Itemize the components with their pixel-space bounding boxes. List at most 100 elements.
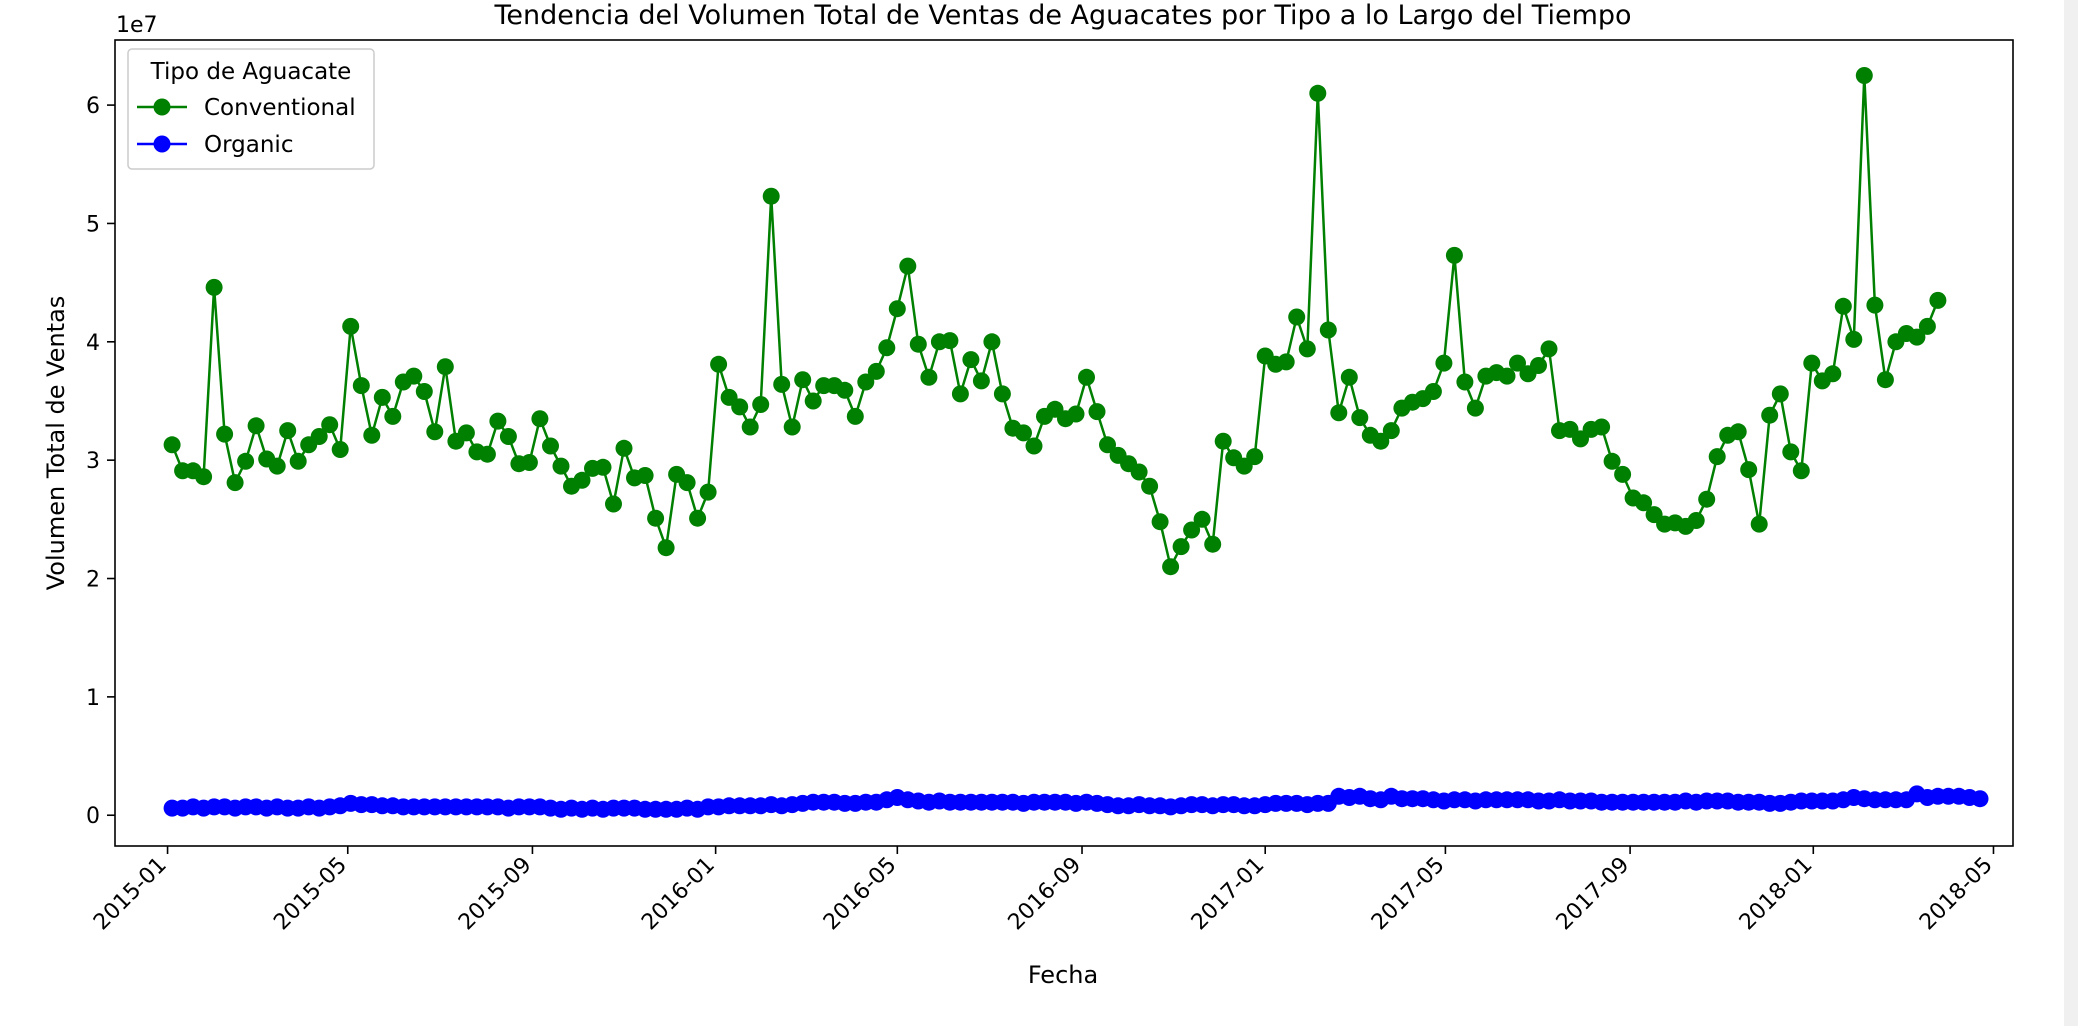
data-point-conventional xyxy=(163,436,181,454)
data-point-conventional xyxy=(1929,291,1947,309)
y-axis: 0 1 2 3 4 5 6 xyxy=(86,94,115,829)
data-point-conventional xyxy=(794,371,812,389)
data-point-conventional xyxy=(1834,297,1852,315)
data-point-conventional xyxy=(1435,354,1453,372)
legend-marker-conventional xyxy=(153,98,171,116)
data-point-conventional xyxy=(205,278,223,296)
data-point-conventional xyxy=(1509,354,1526,372)
data-point-conventional xyxy=(1698,490,1716,508)
data-point-conventional xyxy=(321,416,339,434)
data-point-conventional xyxy=(1918,317,1936,335)
data-point-conventional xyxy=(857,373,875,391)
data-point-conventional xyxy=(1309,84,1327,102)
data-point-conventional xyxy=(1466,399,1484,417)
data-point-conventional xyxy=(1162,558,1180,576)
data-point-conventional xyxy=(1445,246,1463,264)
data-point-conventional xyxy=(1151,513,1169,531)
x-tick-label: 2015-01 xyxy=(89,853,172,936)
data-point-conventional xyxy=(1193,510,1211,528)
data-point-conventional xyxy=(1803,354,1821,372)
y-tick-label: 5 xyxy=(86,212,100,237)
data-point-conventional xyxy=(195,468,213,486)
data-point-conventional xyxy=(1214,432,1232,450)
data-point-conventional xyxy=(699,483,717,501)
data-point-organic xyxy=(1971,790,1989,808)
data-point-conventional xyxy=(426,423,444,441)
data-point-conventional xyxy=(1025,437,1043,455)
x-tick-label: 2017-05 xyxy=(1367,853,1450,936)
data-point-conventional xyxy=(1687,512,1705,529)
data-point-conventional xyxy=(1204,535,1222,553)
data-point-conventional xyxy=(268,457,286,475)
data-point-conventional xyxy=(237,452,255,470)
data-point-conventional xyxy=(1424,383,1442,400)
data-point-conventional xyxy=(1183,521,1201,539)
data-point-conventional xyxy=(731,398,749,416)
data-point-conventional xyxy=(773,375,791,393)
data-point-conventional xyxy=(415,383,433,400)
legend-label-organic: Organic xyxy=(204,132,293,158)
data-point-conventional xyxy=(615,439,633,457)
y-tick-label: 3 xyxy=(86,449,100,474)
data-point-conventional xyxy=(752,396,770,413)
data-point-conventional xyxy=(1340,368,1358,386)
data-point-conventional xyxy=(1855,67,1873,84)
legend-title: Tipo de Aguacate xyxy=(150,59,352,85)
x-tick-label: 2016-05 xyxy=(819,853,902,936)
data-point-conventional xyxy=(836,381,854,399)
data-point-conventional xyxy=(783,418,801,436)
series-conventional xyxy=(163,67,1947,576)
series-line-conventional xyxy=(170,74,1940,568)
data-point-conventional xyxy=(1498,367,1516,385)
data-point-conventional xyxy=(1792,462,1810,480)
data-point-conventional xyxy=(1088,403,1106,421)
data-point-conventional xyxy=(741,418,759,436)
data-point-conventional xyxy=(1319,321,1337,339)
data-point-conventional xyxy=(289,452,307,470)
data-point-conventional xyxy=(342,317,360,335)
data-point-conventional xyxy=(405,367,423,385)
data-point-conventional xyxy=(1372,432,1390,450)
data-point-conventional xyxy=(1067,405,1085,423)
data-point-conventional xyxy=(605,495,622,513)
data-point-conventional xyxy=(657,539,675,557)
data-point-conventional xyxy=(1141,477,1159,495)
data-point-conventional xyxy=(962,351,980,369)
data-point-conventional xyxy=(1288,308,1306,326)
data-point-conventional xyxy=(951,385,969,403)
x-tick-label: 2017-01 xyxy=(1187,853,1270,936)
legend: Tipo de Aguacate Conventional Organic xyxy=(127,48,375,170)
data-point-conventional xyxy=(1771,385,1789,403)
plot-area-frame xyxy=(114,39,2014,847)
data-point-conventional xyxy=(247,417,265,435)
x-tick-label: 2015-09 xyxy=(454,853,537,936)
x-tick-label: 2015-05 xyxy=(269,853,352,936)
data-point-conventional xyxy=(531,410,549,428)
data-point-conventional xyxy=(520,454,538,471)
data-point-conventional xyxy=(1099,436,1116,454)
data-point-conventional xyxy=(352,377,370,395)
x-axis: 2015-01 2015-05 2015-09 2016-01 2016-05 2016-… xyxy=(89,846,1998,935)
legend-marker-organic xyxy=(153,135,171,153)
data-point-conventional xyxy=(647,509,665,527)
y-axis-label: Volumen Total de Ventas xyxy=(42,296,70,591)
y-tick-label: 6 xyxy=(86,94,100,119)
data-point-conventional xyxy=(310,428,328,445)
data-point-conventional xyxy=(899,257,917,275)
data-point-conventional xyxy=(888,300,906,318)
data-point-conventional xyxy=(216,425,234,443)
y-tick-label: 0 xyxy=(86,804,100,829)
legend-label-conventional: Conventional xyxy=(204,95,356,121)
data-point-conventional xyxy=(1824,365,1842,383)
data-point-conventional xyxy=(1876,371,1894,389)
data-point-conventional xyxy=(1729,423,1747,441)
data-point-conventional xyxy=(1456,373,1474,391)
data-point-conventional xyxy=(1246,448,1264,466)
data-point-conventional xyxy=(1866,296,1884,314)
series-layer xyxy=(163,67,1989,818)
data-point-conventional xyxy=(226,474,244,492)
data-point-conventional xyxy=(846,407,864,425)
data-point-conventional xyxy=(1750,515,1768,533)
data-point-conventional xyxy=(436,358,454,376)
